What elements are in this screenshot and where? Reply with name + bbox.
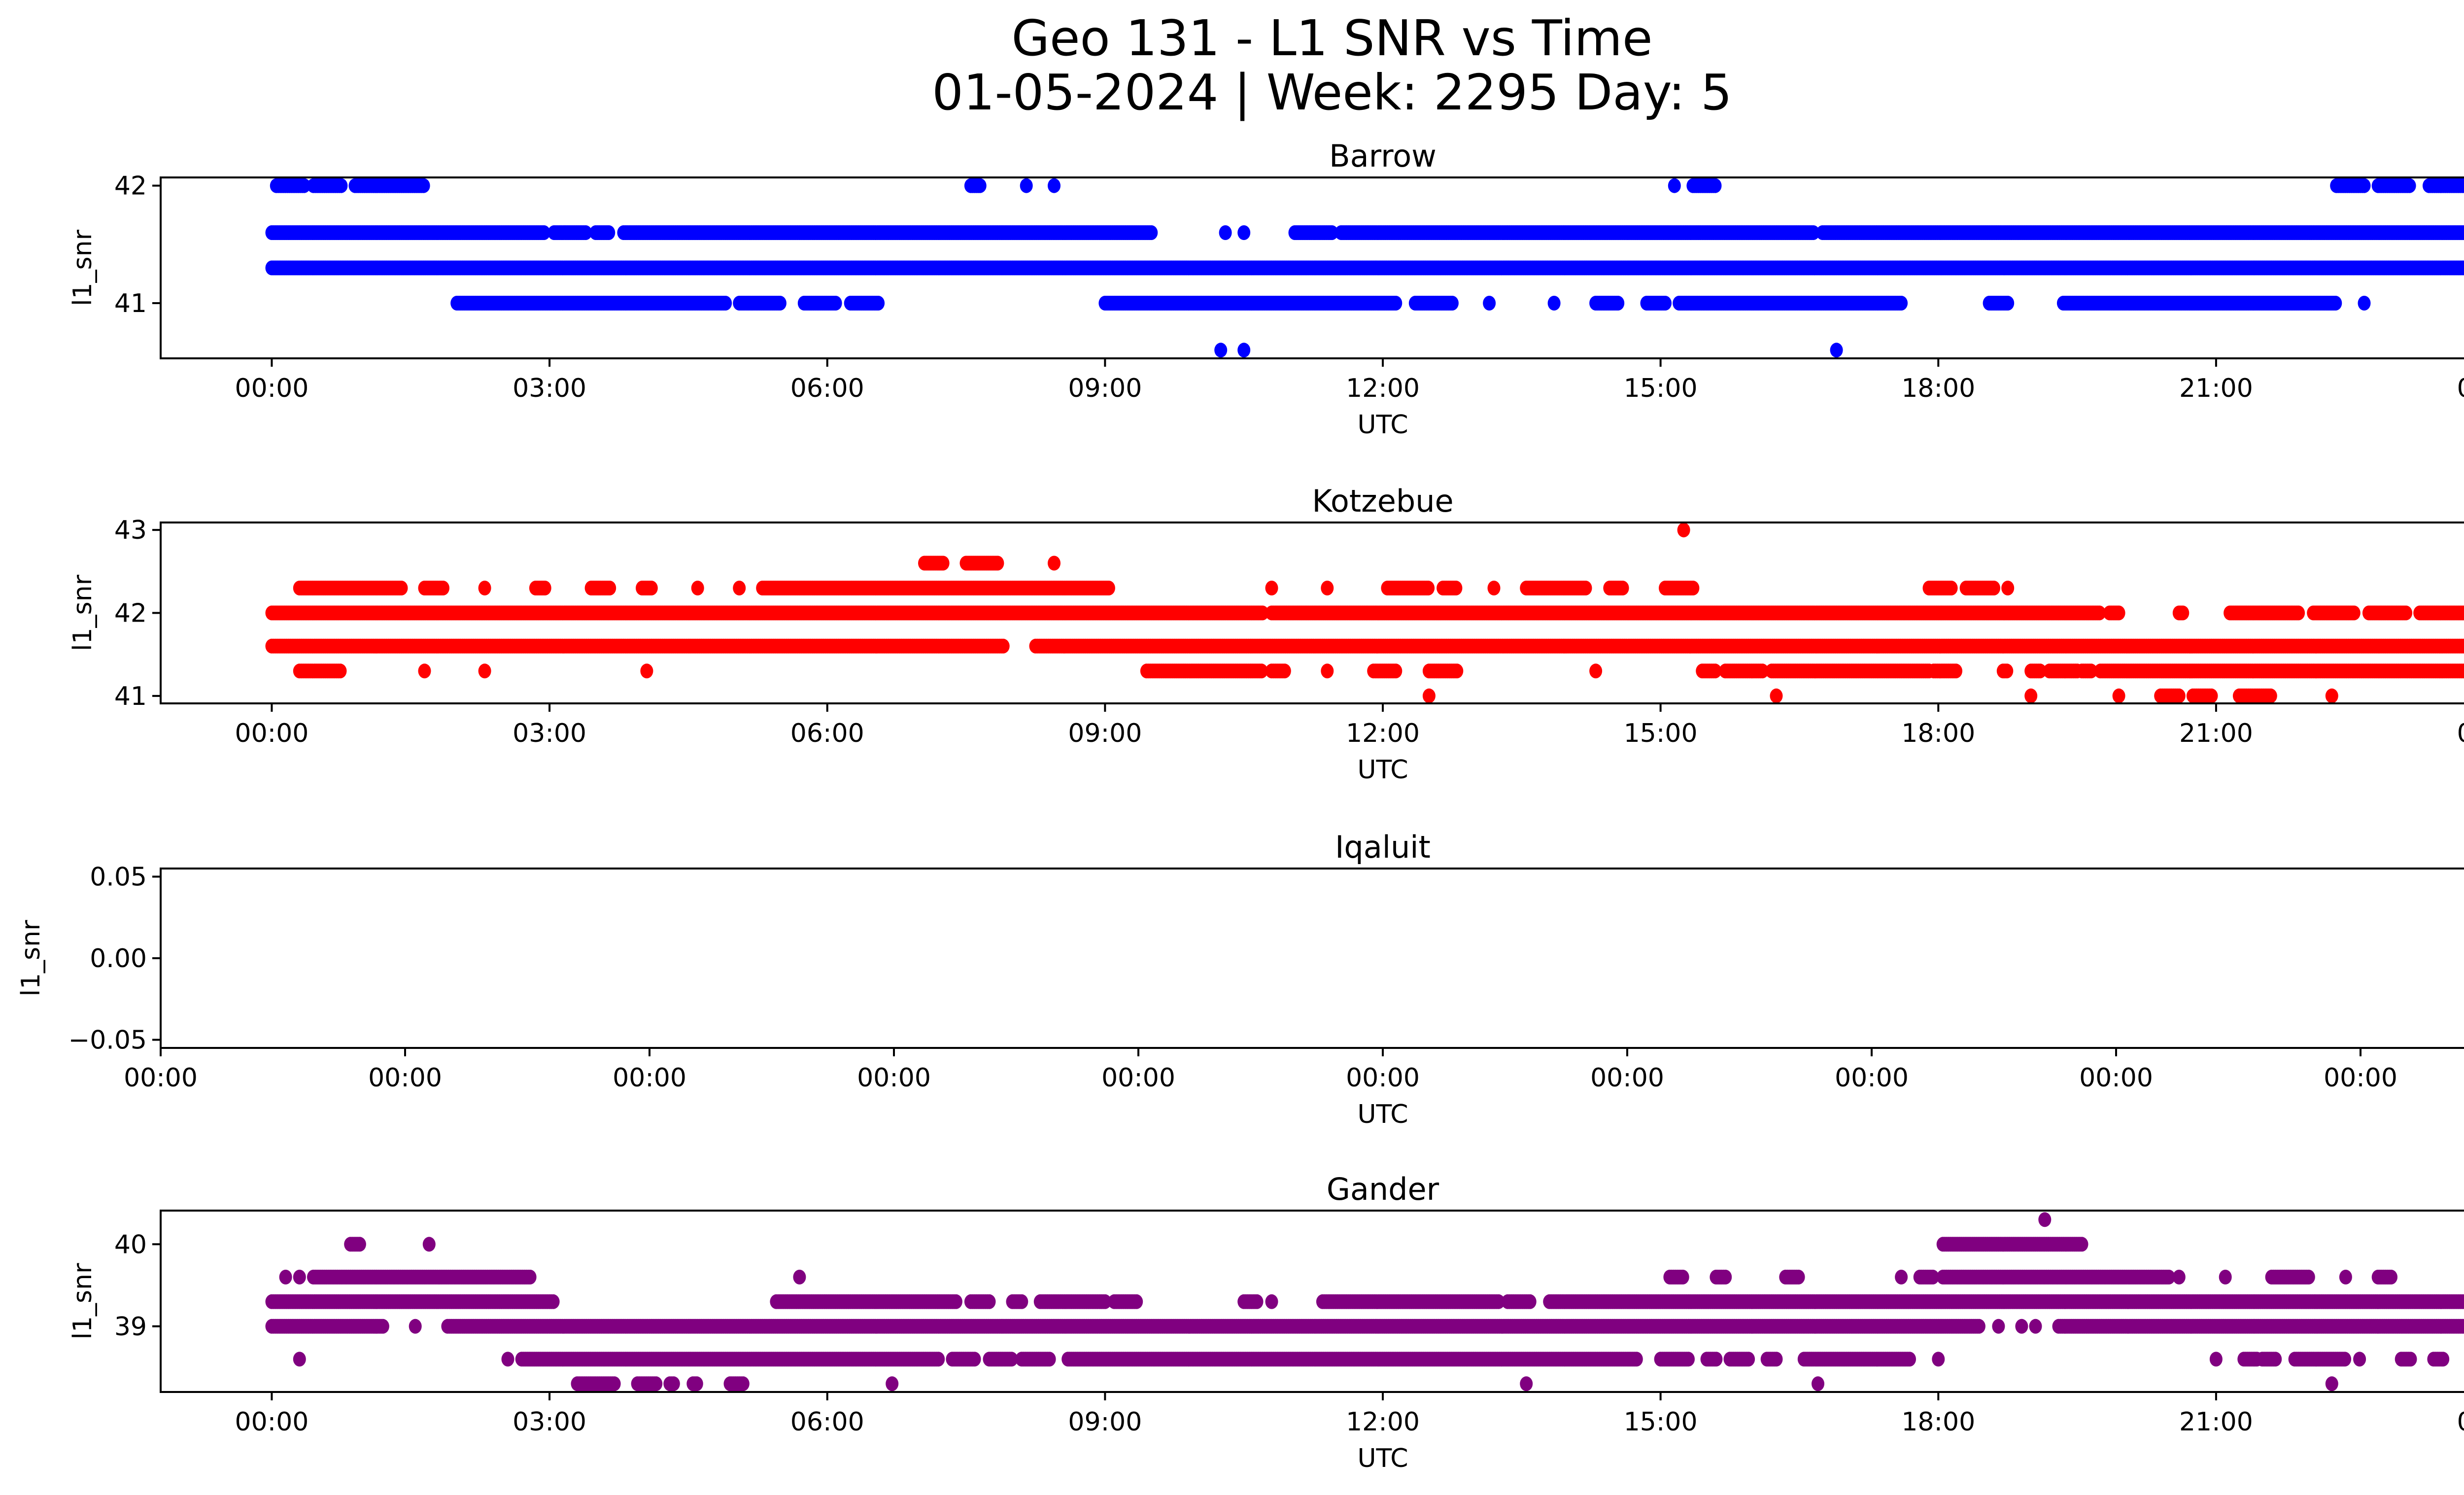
kotzebue-point xyxy=(691,581,704,595)
panel-barrow: Barrow 00:00 03:00 06:00 09:00 12:00 15:00 18:0… xyxy=(68,138,2464,440)
barrow-ytick-label: 42 xyxy=(114,172,147,201)
barrow-point xyxy=(1611,296,1625,311)
barrow-point xyxy=(1807,225,1820,240)
barrow-point xyxy=(1389,296,1403,311)
barrow-point xyxy=(1659,296,1672,311)
kotzebue-point xyxy=(733,581,746,595)
barrow-xtick-label: 15:00 xyxy=(1624,374,1698,403)
kotzebue-point xyxy=(395,581,408,595)
barrow-ytick-label: 41 xyxy=(114,289,147,318)
kotzebue-point xyxy=(645,581,658,595)
kotzebue-point xyxy=(1449,581,1463,595)
barrow-point xyxy=(773,296,787,311)
barrow-point xyxy=(335,178,348,193)
barrow-point xyxy=(298,178,311,193)
barrow-point xyxy=(1547,296,1561,311)
kotzebue-point xyxy=(1422,581,1435,595)
barrow-point xyxy=(1048,178,1061,193)
barrow-points xyxy=(265,178,2464,358)
kotzebue-point xyxy=(1616,581,1629,595)
kotzebue-point xyxy=(2399,605,2413,621)
barrow-point xyxy=(1237,343,1251,358)
barrow-xtick-label: 09:00 xyxy=(1068,374,1142,403)
barrow-point xyxy=(1145,225,1158,240)
barrow-xtick-label: 03:00 xyxy=(513,374,586,403)
barrow-point xyxy=(417,178,430,193)
barrow-xtick-label: 21:00 xyxy=(2179,374,2253,403)
barrow-point xyxy=(1219,225,1232,240)
barrow-point xyxy=(1020,178,1033,193)
barrow-xtick-label: 06:00 xyxy=(790,374,864,403)
kotzebue-point xyxy=(1686,581,1700,595)
kotzebue-point xyxy=(1487,581,1501,595)
kotzebue-point xyxy=(1102,581,1115,595)
barrow-point xyxy=(1214,343,1228,358)
barrow-point xyxy=(1325,225,1338,240)
kotzebue-point xyxy=(936,556,950,571)
kotzebue-point xyxy=(2292,605,2305,621)
kotzebue-point xyxy=(478,581,491,595)
barrow-point xyxy=(1445,296,1459,311)
kotzebue-title: Kotzebue xyxy=(1312,483,1453,519)
kotzebue-point xyxy=(2347,605,2361,621)
kotzebue-point xyxy=(1321,581,1334,595)
kotzebue-point xyxy=(1048,556,1061,571)
barrow-point xyxy=(829,296,842,311)
barrow-point xyxy=(1668,178,1681,193)
barrow-point xyxy=(579,225,592,240)
figure-title-line2: 01-05-2024 | Week: 2295 Day: 5 xyxy=(932,64,1732,121)
kotzebue-point xyxy=(991,556,1004,571)
kotzebue-point xyxy=(1265,581,1278,595)
barrow-point xyxy=(1709,178,1722,193)
kotzebue-point xyxy=(603,581,616,595)
kotzebue-point xyxy=(1945,581,1958,595)
barrow-xtick-label: 18:00 xyxy=(1901,374,1975,403)
barrow-point xyxy=(2358,178,2371,193)
barrow-point xyxy=(537,225,550,240)
barrow-point xyxy=(2001,296,2015,311)
kotzebue-points xyxy=(265,522,2464,703)
barrow-xlabel: UTC xyxy=(1357,410,1408,440)
barrow-point xyxy=(2358,296,2371,311)
kotzebue-point xyxy=(538,581,551,595)
kotzebue-point xyxy=(1677,522,1690,538)
barrow-xtick-label: 12:00 xyxy=(1346,374,1420,403)
barrow-point xyxy=(1483,296,1496,311)
barrow-ylabel: l1_snr xyxy=(68,229,98,306)
barrow-title: Barrow xyxy=(1329,138,1437,174)
barrow-point xyxy=(1237,225,1251,240)
barrow-point xyxy=(602,225,616,240)
barrow-point xyxy=(1895,296,1908,311)
barrow-point xyxy=(973,178,987,193)
figure-title-line1: Geo 131 - L1 SNR vs Time xyxy=(1012,9,1653,67)
kotzebue-point xyxy=(1987,581,2000,595)
barrow-point xyxy=(719,296,732,311)
barrow-point xyxy=(2461,179,2464,192)
kotzebue-point xyxy=(2176,605,2190,621)
kotzebue-point xyxy=(437,581,449,595)
barrow-xtick-label: 00:00 xyxy=(235,374,309,403)
barrow-point xyxy=(1830,343,1843,358)
kotzebue-point xyxy=(2001,581,2015,595)
barrow-point xyxy=(2329,296,2342,311)
barrow-xtick-label: 00:00 xyxy=(2457,374,2464,403)
barrow-point xyxy=(2403,178,2416,193)
kotzebue-point xyxy=(2112,605,2125,621)
kotzebue-point xyxy=(1579,581,1592,595)
barrow-point xyxy=(872,296,885,311)
